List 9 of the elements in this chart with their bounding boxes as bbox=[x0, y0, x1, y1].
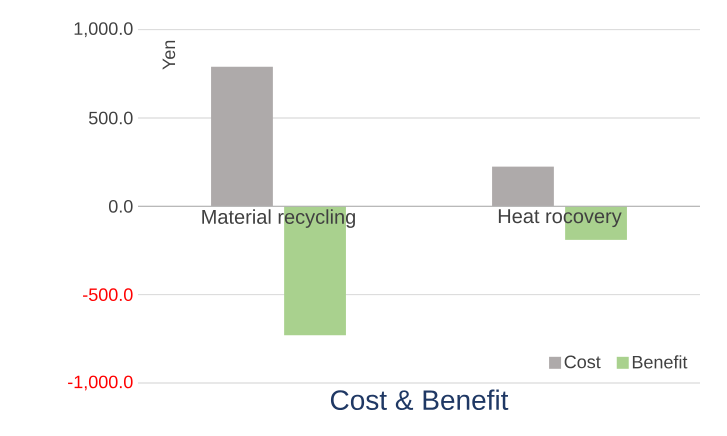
legend-label: Benefit bbox=[632, 355, 688, 368]
y-tick-label: -1,000.0 bbox=[68, 376, 133, 390]
y-tick-label: 500.0 bbox=[88, 112, 133, 124]
legend-label: Cost bbox=[564, 356, 601, 368]
y-axis-title: Yen bbox=[162, 40, 176, 70]
y-tick-label: 0.0 bbox=[108, 200, 133, 213]
text: Cost & Benefit bbox=[330, 389, 508, 410]
y-tick-label: -500.0 bbox=[83, 288, 133, 302]
y-tick-label: 1,000.0 bbox=[74, 22, 133, 38]
